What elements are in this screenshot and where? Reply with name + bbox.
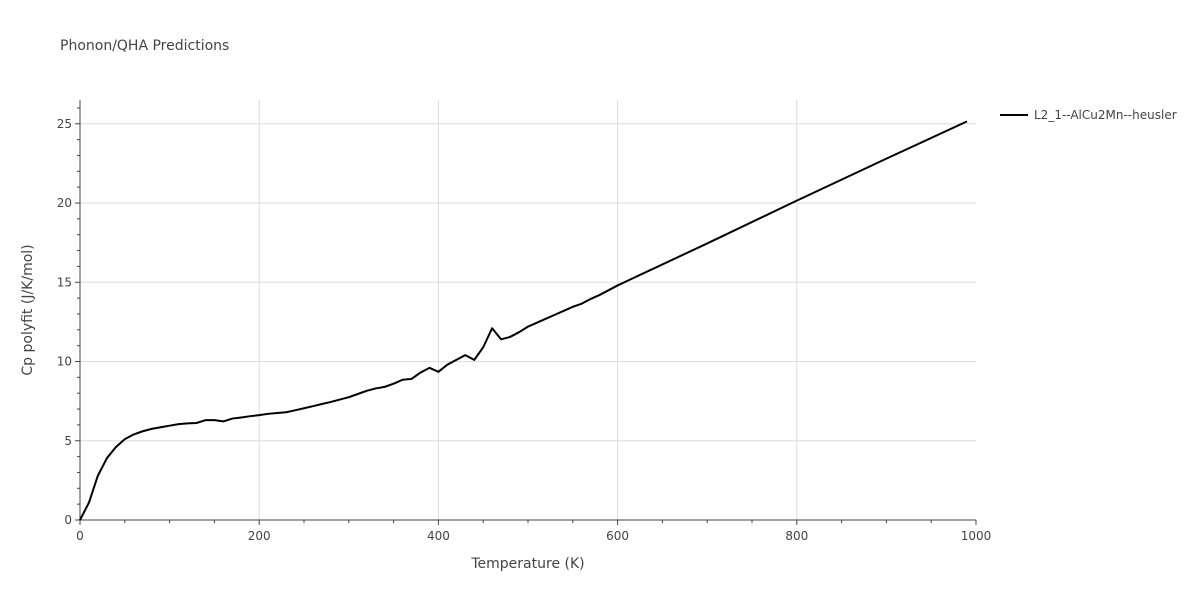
y-tick-label: 5 — [64, 434, 72, 448]
y-tick-label: 10 — [57, 355, 72, 369]
y-tick-label: 15 — [57, 275, 72, 289]
x-tick-label: 800 — [785, 529, 808, 543]
x-tick-label: 400 — [427, 529, 450, 543]
legend[interactable]: L2_1--AlCu2Mn--heusler — [1000, 108, 1177, 122]
y-tick-label: 0 — [64, 513, 72, 527]
x-tick-label: 1000 — [961, 529, 992, 543]
y-tick-labels: 0 5 10 15 20 25 — [57, 117, 72, 527]
x-tick-label: 600 — [606, 529, 629, 543]
y-tick-label: 20 — [57, 196, 72, 210]
grid — [80, 100, 976, 520]
axes — [75, 100, 977, 525]
y-axis-title: Cp polyfit (J/K/mol) — [20, 244, 36, 375]
x-tick-labels: 0 200 400 600 800 1000 — [76, 529, 991, 543]
x-tick-label: 0 — [76, 529, 84, 543]
x-tick-label: 200 — [248, 529, 271, 543]
series-group — [79, 120, 968, 521]
chart-title: Phonon/QHA Predictions — [60, 38, 229, 54]
series-line — [79, 120, 968, 521]
y-tick-label: 25 — [57, 117, 72, 131]
x-axis-title: Temperature (K) — [470, 556, 584, 572]
legend-label: L2_1--AlCu2Mn--heusler — [1034, 108, 1177, 122]
